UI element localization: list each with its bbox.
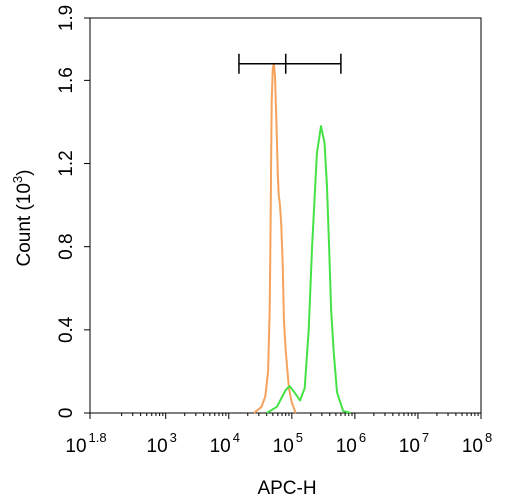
y-tick-label: 1.2: [56, 150, 77, 176]
x-tick-exponent: 7: [422, 430, 429, 445]
x-tick-label: 10 1.8: [65, 430, 106, 457]
x-tick-base: 10: [210, 436, 231, 457]
y-axis-title-close: ): [14, 169, 35, 175]
x-tick-label: 10 6: [336, 430, 366, 457]
x-tick-exponent: 1.8: [89, 430, 107, 445]
y-tick-label: 1.6: [56, 67, 77, 93]
gate-marker: [238, 53, 342, 74]
y-tick-label: 0.4: [56, 316, 77, 343]
x-tick-exponent: 4: [233, 430, 240, 445]
y-axis-title-text: Count (10: [14, 183, 35, 266]
y-tick-label: 1.9: [56, 5, 77, 31]
series-1-line: [253, 62, 297, 414]
x-tick-base: 10: [147, 436, 168, 457]
x-tick-label: 10 5: [273, 430, 303, 457]
y-tick-label: 0: [56, 408, 77, 419]
x-tick-exponent: 8: [485, 430, 492, 445]
y-axis-title: Count (103): [10, 169, 35, 266]
x-axis-title: APC-H: [257, 478, 316, 499]
x-tick-exponent: 3: [170, 430, 177, 445]
y-axis-title-exponent: 3: [10, 176, 25, 183]
series-2-line: [266, 125, 351, 414]
x-tick-base: 10: [65, 436, 86, 457]
x-tick-exponent: 6: [359, 430, 366, 445]
axes: 00.40.81.21.61.910 1.8 10 3 10 4 10 5 10 6 10 7 10 8: [56, 5, 492, 457]
x-tick-label: 10 7: [399, 430, 429, 457]
x-tick-label: 10 8: [462, 430, 492, 457]
x-tick-base: 10: [399, 436, 420, 457]
y-tick-label: 0.8: [56, 233, 77, 259]
x-tick-base: 10: [336, 436, 357, 457]
x-tick-label: 10 4: [210, 430, 240, 457]
x-tick-base: 10: [462, 436, 483, 457]
x-tick-exponent: 5: [296, 430, 303, 445]
x-tick-base: 10: [273, 436, 294, 457]
x-tick-label: 10 3: [147, 430, 177, 457]
series-layer: [253, 62, 351, 414]
